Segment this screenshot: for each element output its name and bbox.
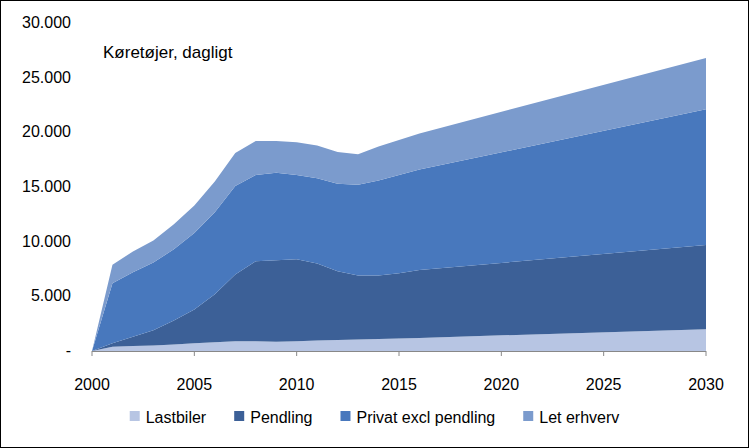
x-tick-label: 2025 <box>586 376 622 393</box>
y-tick-label: 25.000 <box>22 69 71 86</box>
x-tick <box>194 351 195 356</box>
legend-swatch <box>234 411 244 421</box>
y-label: Køretøjer, dagligt <box>103 43 233 62</box>
y-tick-label: 10.000 <box>22 233 71 250</box>
x-tick-label: 2030 <box>688 376 724 393</box>
x-tick <box>603 351 604 356</box>
y-tick-label: - <box>66 342 71 359</box>
x-tick-label: 2010 <box>279 376 315 393</box>
area <box>92 58 706 351</box>
legend-label: Lastbiler <box>146 409 207 426</box>
x-tick-label: 2015 <box>381 376 417 393</box>
y-tick-label: 15.000 <box>22 178 71 195</box>
x-tick <box>706 351 707 356</box>
legend-label: Privat excl pendling <box>356 409 495 426</box>
legend-label: Pendling <box>250 409 312 426</box>
legend-swatch <box>340 411 350 421</box>
y-tick-label: 5.000 <box>31 287 71 304</box>
x-tick-label: 2005 <box>177 376 213 393</box>
x-tick <box>92 351 93 356</box>
x-tick-label: 2020 <box>484 376 520 393</box>
legend-swatch <box>130 411 140 421</box>
x-tick <box>399 351 400 356</box>
y-tick-label: 20.000 <box>22 123 71 140</box>
y-tick-label: 30.000 <box>22 14 71 31</box>
x-tick <box>501 351 502 356</box>
frame <box>1 1 749 448</box>
legend: Lastbiler Pendling Privat excl pendling Let… <box>130 409 620 426</box>
chart: 2000 2005 2010 2015 2020 2025 2030 - 5.000 10.000… <box>0 0 749 448</box>
x-tick <box>296 351 297 356</box>
x-tick-label: 2000 <box>74 376 110 393</box>
legend-label: Let erhverv <box>539 409 619 426</box>
plot-area <box>92 58 706 351</box>
legend-swatch <box>523 411 533 421</box>
